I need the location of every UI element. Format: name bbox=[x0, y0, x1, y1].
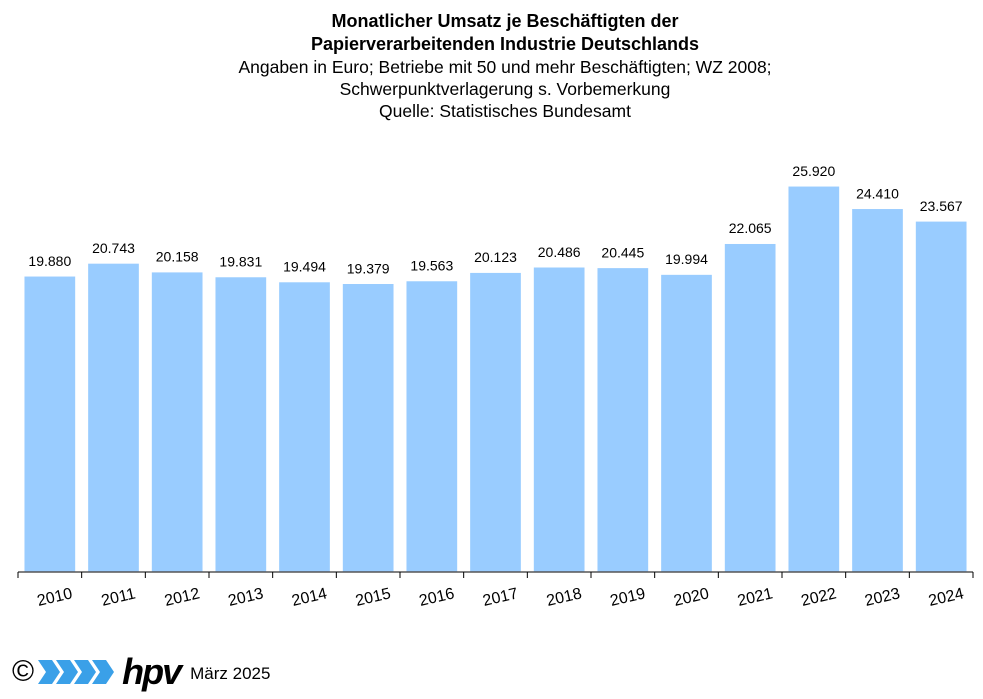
value-label-2011: 20.743 bbox=[92, 240, 135, 256]
footer-date: März 2025 bbox=[190, 664, 271, 683]
bar-2019 bbox=[595, 266, 650, 573]
bar-2011 bbox=[86, 262, 141, 573]
value-label-2012: 20.158 bbox=[156, 249, 199, 265]
bar-chart: 19.880 2010 20.743 2011 20.158 2012 19.831 2013… bbox=[17, 163, 974, 610]
value-label-2010: 19.880 bbox=[28, 253, 71, 269]
x-tick-label-2011: 2011 bbox=[100, 585, 137, 609]
x-tick-label-2010: 2010 bbox=[36, 585, 75, 610]
value-label-2024: 23.567 bbox=[920, 198, 963, 214]
bar-2018 bbox=[532, 266, 587, 573]
bar-2020 bbox=[659, 273, 714, 573]
x-tick-label-2023: 2023 bbox=[863, 585, 902, 610]
x-tick-label-2017: 2017 bbox=[481, 585, 520, 610]
x-tick-label-2020: 2020 bbox=[672, 585, 711, 610]
chart-title-line-1: Monatlicher Umsatz je Beschäftigten der bbox=[331, 11, 679, 31]
chart-subtitle-line-3: Quelle: Statistisches Bundesamt bbox=[379, 101, 631, 121]
bar-2022 bbox=[786, 185, 841, 573]
x-tick-label-2013: 2013 bbox=[227, 585, 266, 610]
x-tick-label-2018: 2018 bbox=[545, 585, 584, 610]
chart-subtitle-line-1: Angaben in Euro; Betriebe mit 50 und meh… bbox=[238, 57, 772, 77]
x-tick-label-2024: 2024 bbox=[927, 585, 966, 610]
value-label-2018: 20.486 bbox=[538, 244, 581, 260]
x-tick-label-2015: 2015 bbox=[354, 585, 393, 610]
x-tick-label-2022: 2022 bbox=[800, 585, 839, 610]
value-label-2021: 22.065 bbox=[729, 220, 772, 236]
x-tick-label-2016: 2016 bbox=[418, 585, 457, 610]
hpv-chevron-logo-icon bbox=[38, 660, 115, 684]
value-label-2014: 19.494 bbox=[283, 259, 326, 275]
value-label-2017: 20.123 bbox=[474, 249, 517, 265]
bar-2012 bbox=[150, 270, 205, 573]
value-label-2020: 19.994 bbox=[665, 251, 708, 267]
bar-2014 bbox=[277, 280, 332, 573]
bar-2023 bbox=[850, 207, 905, 573]
x-tick-label-2019: 2019 bbox=[609, 585, 648, 610]
value-label-2022: 25.920 bbox=[792, 163, 835, 179]
bar-2010 bbox=[22, 275, 77, 573]
bar-2017 bbox=[468, 271, 523, 573]
value-label-2016: 19.563 bbox=[410, 258, 453, 274]
x-tick-label-2012: 2012 bbox=[163, 585, 202, 610]
value-label-2015: 19.379 bbox=[347, 260, 390, 276]
copyright-symbol: © bbox=[12, 655, 35, 688]
footer: © hpv März 2025 bbox=[12, 651, 271, 692]
bar-2013 bbox=[213, 275, 268, 573]
x-tick-label-2014: 2014 bbox=[290, 585, 329, 610]
chart-title-line-2: Papierverarbeitenden Industrie Deutschla… bbox=[310, 34, 700, 54]
value-label-2023: 24.410 bbox=[856, 185, 899, 201]
chart-title-block: Monatlicher Umsatz je Beschäftigten der … bbox=[0, 10, 983, 122]
x-tick-label-2021: 2021 bbox=[736, 585, 775, 610]
bar-2021 bbox=[723, 242, 778, 573]
value-label-2019: 20.445 bbox=[601, 244, 644, 260]
bar-2015 bbox=[341, 282, 396, 573]
bar-2024 bbox=[914, 220, 969, 573]
bar-2016 bbox=[404, 279, 459, 573]
chart-subtitle-line-2: Schwerpunktverlagerung s. Vorbemerkung bbox=[339, 79, 671, 99]
hpv-logo-text: hpv bbox=[122, 651, 182, 692]
value-label-2013: 19.831 bbox=[219, 254, 262, 270]
